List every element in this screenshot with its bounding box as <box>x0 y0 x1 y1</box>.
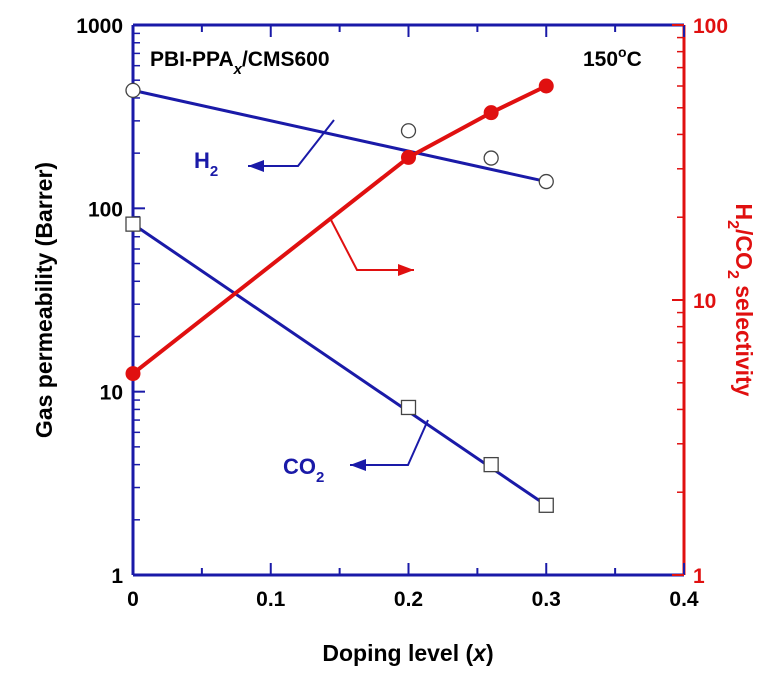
h2-data-point <box>125 82 141 99</box>
co2-data-point <box>538 497 554 513</box>
left-y-axis-title: Gas permeability (Barrer) <box>31 162 57 438</box>
h2-data-point <box>538 173 554 190</box>
selectivity-series-line <box>131 84 548 376</box>
selectivity-data-point <box>125 366 141 382</box>
sample-annotation: PBI-PPAx/CMS600 <box>150 48 330 78</box>
right-y-tick-label: 10 <box>693 290 716 313</box>
right-y-tick-label: 100 <box>693 15 728 38</box>
selectivity-pointer-arrowhead <box>398 264 414 276</box>
annotation-layer: H2 CO2 PBI-PPAx/CMS600 150oC Doping leve… <box>31 44 757 666</box>
co2-data-point <box>483 456 499 473</box>
x-tick-label: 0.2 <box>394 588 423 611</box>
left-y-tick-label: 100 <box>88 198 123 221</box>
x-tick-label: 0.3 <box>532 588 561 611</box>
h2-series-label: H2 <box>194 148 218 180</box>
h2-series-line <box>132 88 547 184</box>
h2-pointer-arrowhead <box>248 160 264 172</box>
right-y-axis-title: H2/CO2 selectivity <box>724 204 757 397</box>
selectivity-data-point <box>401 149 416 165</box>
left-y-tick-label: 1 <box>111 565 123 588</box>
h2-pointer-arrow <box>248 119 335 167</box>
left-y-tick-label: 1000 <box>76 15 123 38</box>
series-layer <box>131 84 548 507</box>
co2-data-point <box>400 399 417 416</box>
co2-data-point <box>125 216 141 232</box>
selectivity-data-point <box>538 78 554 94</box>
h2-data-point <box>483 150 499 166</box>
temperature-annotation: 150oC <box>583 44 642 71</box>
x-tick-label: 0 <box>127 588 139 611</box>
co2-series-line <box>132 222 548 507</box>
co2-series-label: CO2 <box>283 454 324 486</box>
marker-layer <box>125 78 554 513</box>
left-y-tick-label: 10 <box>100 382 123 405</box>
x-tick-label: 0.1 <box>256 588 286 611</box>
co2-pointer-arrow <box>350 419 429 466</box>
x-tick-label: 0.4 <box>669 588 699 611</box>
x-axis-title: Doping level (x) <box>322 640 493 666</box>
right-y-tick-label: 1 <box>693 565 705 588</box>
selectivity-pointer-arrow <box>329 217 414 271</box>
co2-pointer-arrowhead <box>350 459 366 471</box>
selectivity-data-point <box>483 105 499 121</box>
h2-data-point <box>400 123 417 139</box>
